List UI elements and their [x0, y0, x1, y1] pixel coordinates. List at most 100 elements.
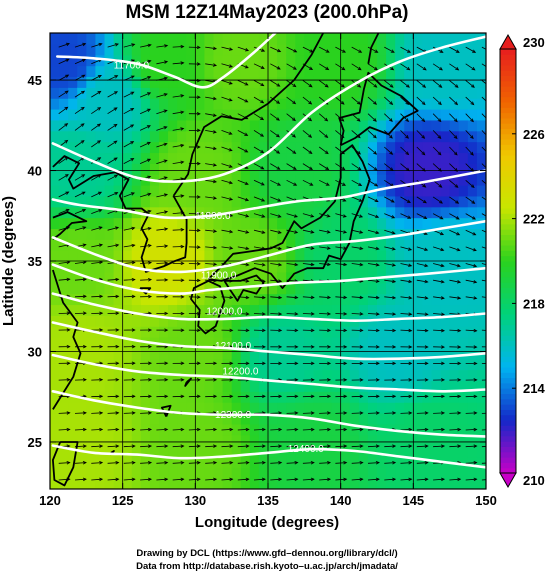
wind-vector — [351, 146, 362, 155]
wind-vector — [481, 462, 486, 464]
wind-vector — [188, 477, 201, 482]
colorbar-frame — [499, 48, 517, 474]
wind-vector — [302, 394, 315, 399]
wind-vector — [237, 130, 249, 136]
wind-vector — [286, 96, 297, 105]
wind-vector — [107, 174, 119, 181]
wind-vector — [335, 46, 347, 53]
wind-vector — [302, 163, 313, 171]
y-tick-label: 25 — [28, 435, 42, 450]
wind-vector — [367, 63, 378, 71]
wind-vector — [449, 477, 462, 482]
wind-vector — [237, 179, 249, 185]
wind-vector — [302, 262, 315, 267]
wind-vector — [253, 63, 265, 69]
wind-vector — [400, 361, 413, 366]
y-tick-label: 45 — [28, 73, 42, 88]
wind-vector — [172, 61, 185, 65]
wind-vector — [74, 42, 87, 48]
wind-vector — [416, 130, 426, 139]
wind-vector — [351, 213, 364, 218]
wind-vector — [449, 213, 460, 220]
wind-vector — [384, 246, 396, 251]
wind-vector — [465, 229, 477, 236]
coastline — [338, 71, 419, 147]
wind-vector — [433, 345, 446, 349]
wind-vector — [400, 296, 413, 300]
wind-vector — [400, 461, 413, 465]
wind-vector — [481, 396, 486, 398]
wind-vector — [384, 345, 397, 349]
wind-vector — [74, 311, 87, 315]
wind-vector — [449, 246, 461, 252]
wind-vector — [433, 444, 446, 448]
contour-label: 12200.0 — [222, 366, 259, 377]
wind-vector — [465, 63, 476, 71]
wind-vector — [188, 444, 201, 448]
wind-vector — [286, 411, 299, 415]
wind-vector — [205, 461, 218, 465]
wind-vector — [205, 427, 218, 432]
x-axis-label: Longitude (degrees) — [195, 514, 339, 531]
wind-vector — [74, 344, 87, 349]
wind-vector — [123, 91, 135, 98]
wind-vector — [465, 461, 478, 465]
contour-line — [51, 263, 486, 295]
wind-vector — [270, 345, 283, 349]
wind-vector — [481, 279, 486, 282]
credit-dcl: Drawing by DCL (https://www.gfd–dennou.o… — [136, 548, 397, 559]
wind-vector — [156, 328, 169, 332]
wind-vector — [319, 246, 331, 250]
wind-vector — [433, 312, 446, 316]
wind-vector — [172, 328, 185, 332]
wind-vector — [449, 196, 460, 204]
wind-vector — [367, 444, 380, 448]
wind-vector — [139, 108, 151, 115]
wind-vector — [319, 444, 332, 448]
wind-vector — [351, 328, 364, 333]
wind-vector — [318, 63, 330, 71]
wind-vector — [400, 246, 413, 251]
wind-vector — [123, 344, 136, 349]
wind-vector — [270, 113, 280, 121]
wind-vector — [335, 96, 345, 105]
wind-vector — [400, 477, 413, 482]
wind-vector — [156, 193, 168, 198]
wind-vector — [318, 163, 330, 170]
wind-vector — [221, 246, 234, 250]
wind-vector — [302, 461, 315, 465]
wind-vector — [58, 106, 69, 115]
wind-vector — [270, 96, 281, 104]
wind-vector — [172, 361, 185, 366]
wind-vector — [172, 177, 185, 181]
wind-vector — [123, 158, 135, 164]
wind-vector — [58, 58, 70, 65]
x-tick-label: 120 — [39, 493, 61, 508]
wind-vector — [237, 477, 250, 482]
wind-vector — [156, 427, 169, 432]
wind-vector — [123, 43, 136, 48]
wind-vector — [221, 279, 234, 283]
wind-vector — [123, 75, 135, 81]
wind-vector — [123, 394, 136, 399]
wind-vector — [270, 411, 283, 415]
wind-vector — [140, 427, 153, 432]
wind-vector — [351, 477, 364, 482]
x-axis: 120 125 130 135 140 145 150 — [39, 33, 497, 508]
wind-vector — [123, 260, 136, 265]
wind-vector — [188, 378, 201, 382]
wind-vector — [139, 92, 152, 98]
wind-vector — [433, 378, 446, 382]
wind-vector — [286, 361, 299, 366]
wind-vector — [58, 174, 69, 181]
wind-vector — [335, 394, 348, 399]
wind-vector — [449, 113, 458, 123]
wind-vector — [465, 279, 478, 284]
wind-vector — [237, 279, 250, 283]
wind-vector — [221, 328, 234, 333]
wind-vector — [156, 394, 169, 399]
wind-vector — [302, 427, 315, 432]
wind-vector — [465, 378, 478, 382]
wind-vector — [286, 46, 298, 53]
wind-vector — [107, 277, 120, 282]
